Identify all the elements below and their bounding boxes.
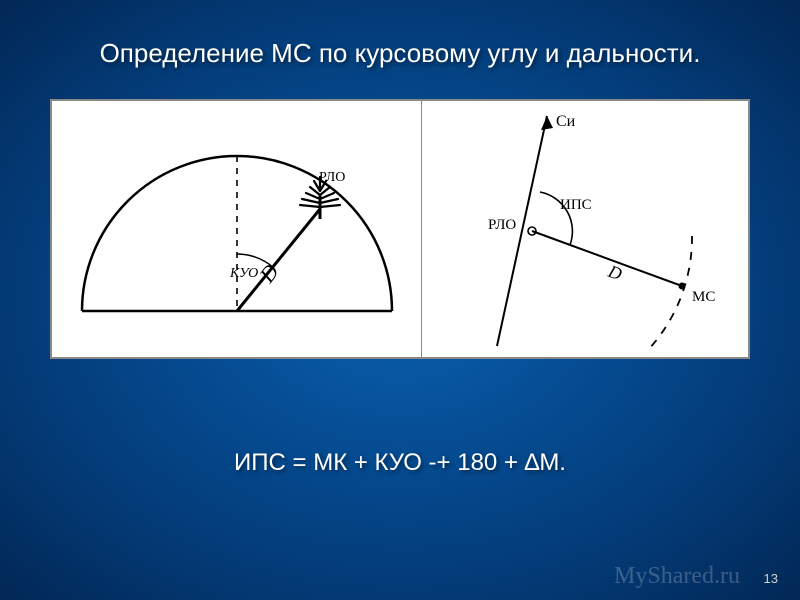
ray-d — [237, 209, 320, 311]
north-arrowhead — [541, 116, 553, 130]
d-label-right: D — [605, 261, 625, 285]
right-panel: Си РЛО ИПС D МС — [422, 101, 748, 357]
diagram-container: КУО РЛО D Си РЛО ИПС D МС — [50, 99, 750, 359]
page-title: Определение МС по курсовому углу и дальн… — [0, 0, 800, 69]
left-diagram: КУО РЛО D — [52, 101, 422, 357]
slide-number: 13 — [764, 571, 778, 586]
mc-label: МС — [692, 289, 715, 305]
dashed-arc — [647, 236, 692, 351]
right-diagram: Си РЛО ИПС D МС — [422, 101, 748, 357]
formula-text: ИПС = МК + КУО -+ 180 + ∆М. — [0, 449, 800, 477]
left-panel: КУО РЛО D — [52, 101, 422, 357]
rlo-label-left: РЛО — [319, 170, 345, 185]
kuo-label: КУО — [229, 266, 258, 281]
ips-label: ИПС — [560, 197, 592, 213]
rlo-label-right: РЛО — [488, 217, 516, 233]
watermark: MyShared.ru — [614, 563, 740, 590]
si-label: Си — [556, 113, 576, 130]
